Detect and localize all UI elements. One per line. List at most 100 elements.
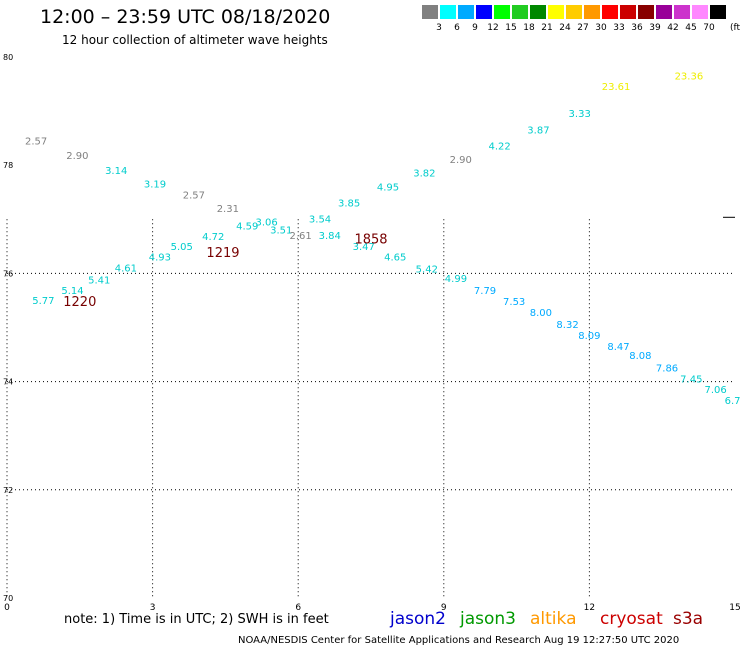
data-point-label: 7.79 — [474, 286, 496, 297]
data-point-label: 8.32 — [556, 320, 578, 331]
legend-swatch — [584, 5, 600, 19]
legend-label: 39 — [649, 23, 661, 33]
chart-title: 12:00 – 23:59 UTC 08/18/2020 — [40, 6, 331, 28]
x-tick-label: 15 — [729, 603, 740, 613]
legend-swatch — [620, 5, 636, 19]
chart-subtitle: 12 hour collection of altimeter wave hei… — [62, 33, 328, 47]
data-point-label: 7.45 — [680, 374, 702, 385]
data-point-label: 3.54 — [309, 215, 331, 226]
data-point-label: 4.61 — [115, 263, 137, 274]
data-point-label: 5.14 — [61, 286, 83, 297]
legend-swatch — [566, 5, 582, 19]
data-point-label: 7.06 — [704, 385, 726, 396]
data-point-label: 4.99 — [445, 274, 467, 285]
footnote: note: 1) Time is in UTC; 2) SWH is in fe… — [64, 612, 329, 627]
data-point-label: 23.61 — [602, 82, 631, 93]
data-point-label: 2.57 — [183, 190, 205, 201]
data-point-label: 3.19 — [144, 180, 166, 191]
satellite-cryosat: cryosat — [600, 609, 663, 629]
x-tick-label: 9 — [441, 603, 447, 613]
data-point-label: 2.57 — [25, 136, 47, 147]
satellite-jason2: jason2 — [390, 609, 446, 629]
data-point-label: 5.42 — [416, 264, 438, 275]
legend-label: 18 — [523, 23, 535, 33]
credit-line: NOAA/NESDIS Center for Satellite Applica… — [238, 635, 680, 646]
legend-swatch — [494, 5, 510, 19]
satellite-jason3: jason3 — [460, 609, 516, 629]
data-point-label: 4.72 — [202, 232, 224, 243]
y-tick-label: 78 — [3, 161, 13, 170]
data-point-label: 3.14 — [105, 166, 127, 177]
y-tick-label: 80 — [3, 53, 13, 62]
data-point-label: 4.22 — [488, 142, 510, 153]
legend-swatch — [656, 5, 672, 19]
legend-swatch — [458, 5, 474, 19]
y-tick-label: 72 — [3, 486, 13, 495]
legend-swatch — [692, 5, 708, 19]
x-tick-label: 3 — [150, 603, 156, 613]
data-point-label: 2.31 — [217, 204, 239, 215]
legend-label: 45 — [685, 23, 697, 33]
legend-swatch — [638, 5, 654, 19]
pass-time-annotation: 1219 — [206, 246, 239, 261]
pass-time-annotation: 1858 — [354, 233, 387, 248]
legend-swatch — [476, 5, 492, 19]
y-tick-label: 70 — [3, 594, 13, 603]
data-point-label: 23.36 — [675, 71, 704, 82]
data-point-label: 3.51 — [270, 226, 292, 237]
pass-time-annotation: 1220 — [63, 295, 96, 310]
data-point-label: 4.93 — [149, 253, 171, 264]
data-point-label: 2.90 — [66, 151, 88, 162]
data-point-label: 3.85 — [338, 198, 360, 209]
data-point-label: 3.87 — [527, 125, 549, 136]
data-point-label: 4.95 — [377, 182, 399, 193]
legend-units: (ft) — [730, 23, 740, 33]
legend-label: 6 — [454, 23, 460, 33]
data-point-label: 8.09 — [578, 331, 600, 342]
legend-swatch — [710, 5, 726, 19]
data-point-label: 4.65 — [384, 253, 406, 264]
legend-swatch — [440, 5, 456, 19]
x-tick-label: 6 — [295, 603, 301, 613]
legend-label: 42 — [667, 23, 679, 33]
legend-label: 9 — [472, 23, 478, 33]
legend-label: 24 — [559, 23, 571, 33]
x-tick-label: 0 — [4, 603, 10, 613]
legend-label: 27 — [577, 23, 589, 33]
data-point-label: 5.41 — [88, 275, 110, 286]
data-point-label: 7.53 — [503, 297, 525, 308]
data-point-label: 8.08 — [629, 351, 651, 362]
legend-swatch — [512, 5, 528, 19]
legend-label: 70 — [703, 23, 715, 33]
legend-label: 3 — [436, 23, 442, 33]
legend-label: 15 — [505, 23, 517, 33]
legend-label: 30 — [595, 23, 607, 33]
data-point-label: 5.77 — [32, 296, 54, 307]
legend-swatch — [548, 5, 564, 19]
satellite-s3a: s3a — [673, 609, 704, 629]
data-point-label: 3.82 — [413, 169, 435, 180]
legend-swatch — [422, 5, 438, 19]
legend-label: 33 — [613, 23, 625, 33]
legend-label: 12 — [487, 23, 499, 33]
data-point-label: 3.06 — [256, 217, 278, 228]
y-tick-label: 74 — [3, 378, 13, 387]
data-point-label: 3.33 — [569, 109, 591, 120]
legend-label: 36 — [631, 23, 643, 33]
legend-swatch — [674, 5, 690, 19]
data-point-label: 4.59 — [236, 222, 258, 233]
data-point-label: 2.61 — [289, 231, 311, 242]
legend-label: 21 — [541, 23, 553, 33]
data-point-label: 6.7 — [725, 396, 740, 407]
data-point-label: 8.47 — [607, 342, 629, 353]
data-point-label: 3.47 — [353, 242, 375, 253]
data-point-label: 7.86 — [656, 363, 678, 374]
x-tick-label: 12 — [584, 603, 595, 613]
legend-swatch — [530, 5, 546, 19]
data-point-label: 3.84 — [319, 231, 341, 242]
legend-swatch — [602, 5, 618, 19]
satellite-altika: altika — [530, 609, 577, 629]
y-tick-label: 76 — [3, 269, 13, 278]
data-point-label: 5.05 — [171, 242, 193, 253]
